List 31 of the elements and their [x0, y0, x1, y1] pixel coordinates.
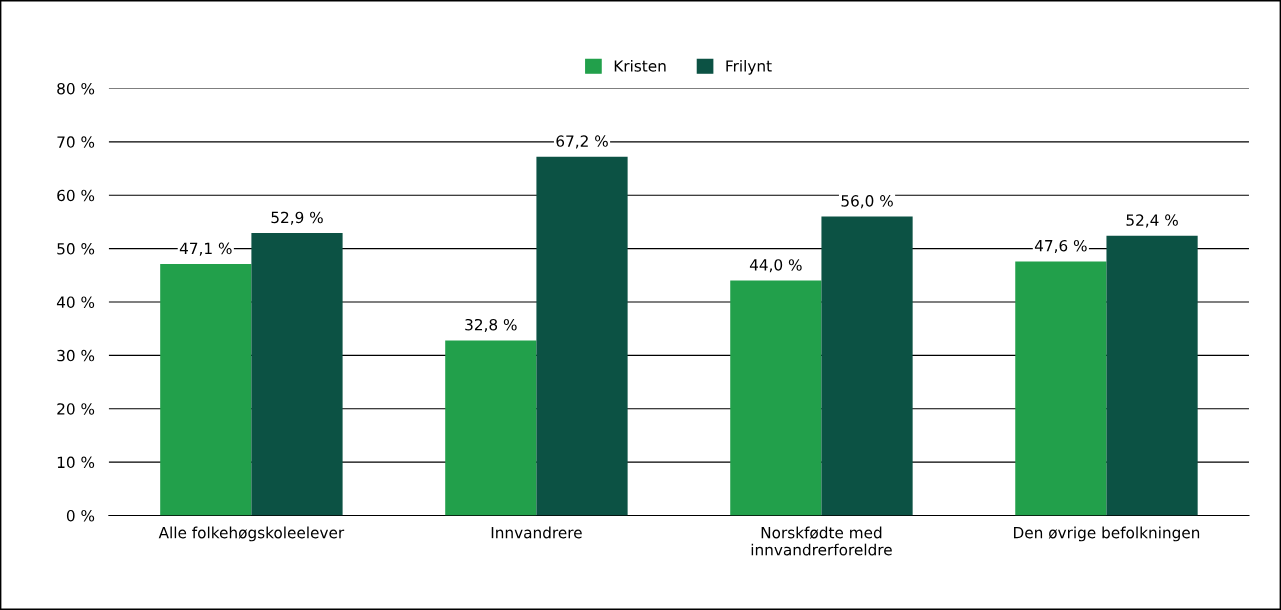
y-tick-label: 50 % — [57, 243, 95, 255]
y-tick-label: 80 % — [57, 82, 95, 95]
data-label: 32,8 % — [465, 318, 517, 333]
bar — [821, 216, 913, 516]
y-tick-label: 40 % — [56, 296, 95, 308]
x-tick-label: Alle folkehøgskoleelever — [158, 526, 345, 542]
bar — [1106, 235, 1198, 516]
y-tick-label: 60 % — [57, 189, 95, 202]
bar — [160, 264, 252, 516]
data-label: 47,1 % — [179, 242, 232, 256]
data-label: 56,0 % — [841, 195, 893, 209]
data-label: 47,6 % — [1034, 239, 1087, 254]
data-label: 52,4 % — [1126, 214, 1178, 228]
bar — [445, 340, 537, 516]
x-tick-label: Den øvrige befolkningen — [1014, 526, 1200, 542]
x-tick-label: Innvandrere — [491, 526, 582, 539]
data-label: 67,2 % — [556, 135, 608, 149]
y-tick-label: 10 % — [57, 456, 95, 469]
y-tick-label: 20 % — [57, 403, 95, 415]
y-tick-label: 0 % — [66, 509, 95, 522]
x-tick-label: Norskfødte med innvandrerforeldre — [751, 526, 892, 556]
data-label: 44,0 % — [749, 259, 802, 273]
y-tick-label: 70 % — [57, 136, 95, 148]
legend-label: Frilynt — [726, 59, 772, 75]
bar — [1015, 261, 1107, 516]
data-label: 52,9 % — [271, 211, 323, 225]
bar — [251, 233, 343, 516]
bar — [536, 156, 628, 516]
legend-label: Kristen — [614, 59, 666, 72]
y-tick-label: 30 % — [57, 349, 95, 362]
bar — [730, 280, 822, 516]
